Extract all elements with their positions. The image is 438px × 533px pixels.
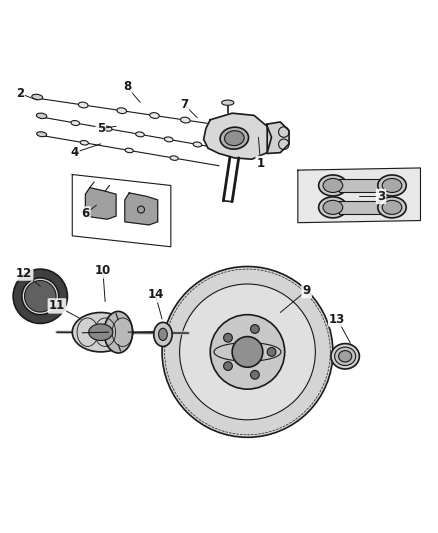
Text: 14: 14 — [147, 288, 164, 302]
Polygon shape — [204, 113, 272, 159]
Ellipse shape — [318, 197, 347, 218]
Polygon shape — [85, 188, 116, 219]
Circle shape — [224, 362, 233, 370]
Ellipse shape — [382, 200, 402, 214]
Ellipse shape — [193, 142, 202, 147]
Text: 9: 9 — [303, 284, 311, 297]
Ellipse shape — [164, 137, 173, 142]
Ellipse shape — [80, 141, 88, 145]
Text: 7: 7 — [180, 98, 188, 111]
Circle shape — [267, 348, 276, 356]
Ellipse shape — [32, 94, 42, 100]
Text: 2: 2 — [16, 87, 24, 100]
Ellipse shape — [36, 113, 47, 118]
Text: 4: 4 — [71, 146, 78, 159]
Ellipse shape — [382, 179, 402, 192]
Ellipse shape — [72, 312, 129, 352]
Circle shape — [162, 266, 333, 437]
Circle shape — [251, 370, 259, 379]
Polygon shape — [267, 122, 289, 154]
Ellipse shape — [37, 132, 46, 136]
Text: 1: 1 — [257, 157, 265, 170]
Circle shape — [210, 314, 285, 389]
Ellipse shape — [331, 344, 359, 369]
Circle shape — [224, 333, 233, 342]
Ellipse shape — [323, 179, 343, 192]
Ellipse shape — [170, 156, 178, 160]
Ellipse shape — [88, 324, 113, 341]
Polygon shape — [125, 193, 158, 225]
Text: 11: 11 — [49, 300, 65, 312]
Ellipse shape — [117, 108, 127, 114]
Ellipse shape — [220, 127, 248, 149]
Ellipse shape — [318, 175, 347, 196]
Ellipse shape — [180, 117, 190, 123]
Ellipse shape — [104, 311, 132, 353]
Text: 13: 13 — [329, 312, 346, 326]
Ellipse shape — [103, 126, 112, 131]
Ellipse shape — [378, 175, 406, 196]
Circle shape — [13, 269, 67, 324]
Text: 5: 5 — [97, 122, 105, 135]
Ellipse shape — [323, 200, 343, 214]
Ellipse shape — [225, 131, 244, 146]
Text: 3: 3 — [377, 190, 385, 203]
Text: 12: 12 — [16, 266, 32, 280]
Ellipse shape — [71, 120, 80, 125]
Ellipse shape — [339, 351, 352, 362]
Ellipse shape — [136, 132, 145, 137]
Circle shape — [22, 278, 59, 314]
Ellipse shape — [78, 102, 88, 108]
Circle shape — [251, 325, 259, 333]
Ellipse shape — [222, 100, 234, 106]
Circle shape — [232, 336, 263, 367]
Ellipse shape — [159, 328, 167, 341]
Text: 8: 8 — [123, 80, 131, 93]
Ellipse shape — [335, 347, 356, 366]
Circle shape — [25, 280, 56, 312]
Ellipse shape — [150, 112, 159, 118]
Circle shape — [180, 284, 315, 420]
Ellipse shape — [125, 148, 133, 152]
Text: 10: 10 — [95, 264, 111, 277]
Ellipse shape — [154, 322, 172, 346]
Bar — [339, 179, 392, 192]
Polygon shape — [298, 168, 420, 223]
Text: 6: 6 — [81, 207, 89, 221]
Ellipse shape — [378, 197, 406, 218]
Bar — [339, 201, 392, 214]
